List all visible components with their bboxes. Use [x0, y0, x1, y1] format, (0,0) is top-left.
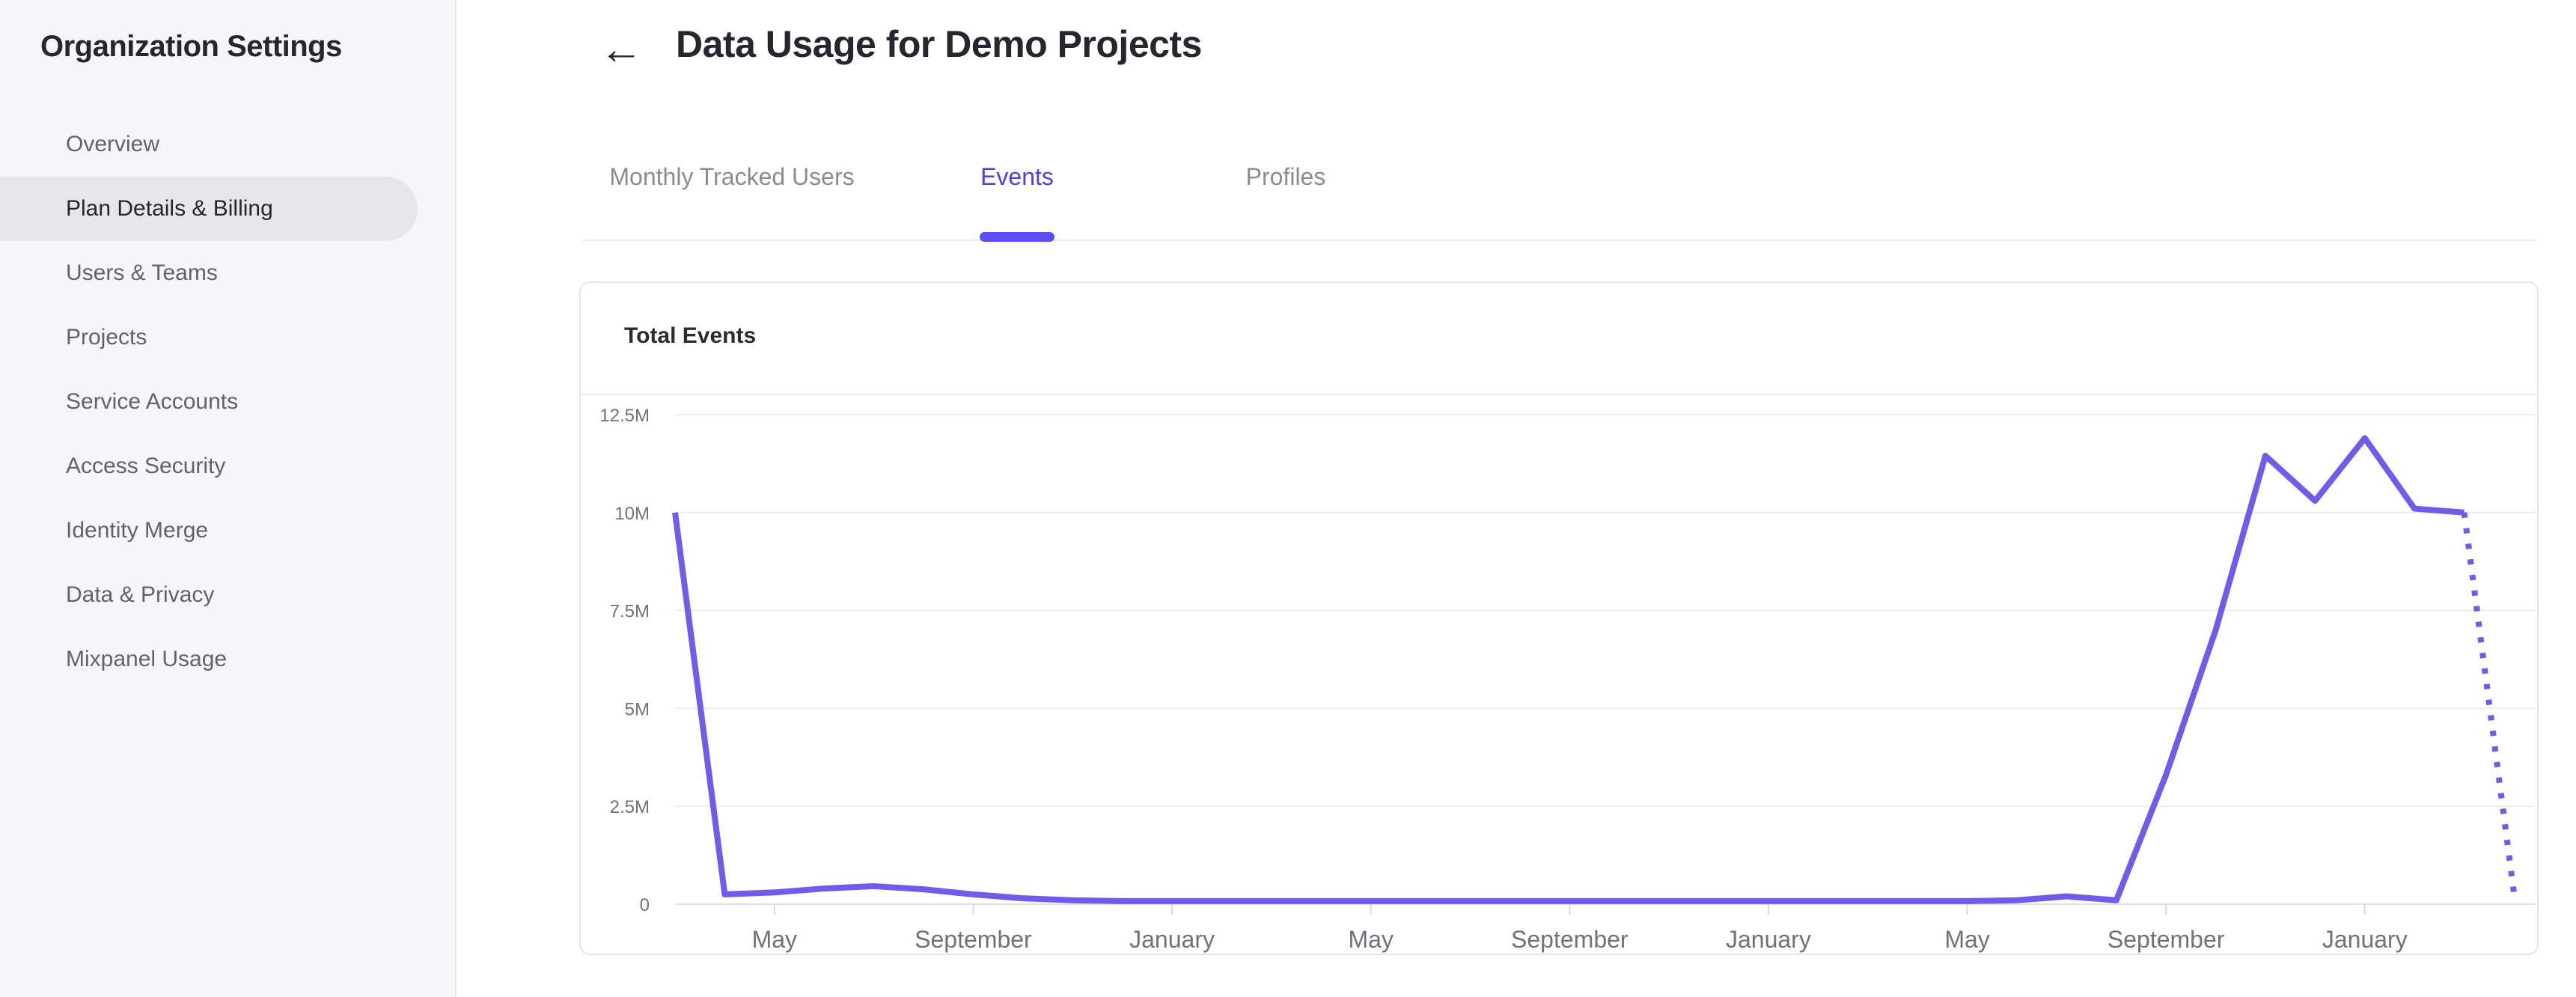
y-axis-label: 0: [640, 895, 650, 915]
y-axis-label: 12.5M: [599, 406, 650, 426]
x-axis-label: January: [1129, 926, 1215, 953]
x-axis-label: September: [2108, 926, 2225, 953]
organization-settings-sidebar: Organization Settings Overview Plan Detai…: [0, 0, 457, 997]
sidebar-item-overview[interactable]: Overview: [66, 132, 160, 156]
tab-profiles[interactable]: Profiles: [1245, 163, 1326, 190]
total-events-card: Total Events 0 2.5M 5M 7.5M 10M 12.5M May Septe…: [579, 281, 2539, 955]
x-axis-label: September: [1511, 926, 1629, 953]
events-line-solid: [672, 435, 2464, 904]
sidebar-nav: Overview Plan Details & Billing Users & Te…: [0, 112, 455, 692]
y-axis-label: 10M: [614, 504, 650, 524]
sidebar-item-plan-details-billing[interactable]: Plan Details & Billing: [0, 177, 418, 241]
x-axis-label: May: [1944, 926, 1989, 953]
y-axis-label: 2.5M: [610, 797, 650, 817]
x-axis-label: September: [915, 926, 1032, 953]
sidebar-item-users-teams[interactable]: Users & Teams: [66, 260, 218, 285]
sidebar-item-projects[interactable]: Projects: [66, 325, 147, 350]
y-axis-label: 5M: [625, 699, 650, 719]
sidebar-item-mixpanel-usage[interactable]: Mixpanel Usage: [66, 647, 228, 671]
y-axis-label: 7.5M: [610, 602, 650, 622]
tabs-bottom-border: [582, 240, 2537, 241]
page-title: Data Usage for Demo Projects: [676, 23, 1202, 65]
sidebar-title: Organization Settings: [40, 30, 342, 63]
x-axis-label: January: [2322, 926, 2408, 953]
x-axis-label: January: [1726, 926, 1811, 953]
total-events-line-chart[interactable]: 0 2.5M 5M 7.5M 10M 12.5M May September January Ma…: [581, 283, 2537, 954]
back-button[interactable]: ←: [591, 19, 651, 79]
sidebar-item-data-privacy[interactable]: Data & Privacy: [66, 582, 215, 607]
card-header-divider: [581, 394, 2537, 395]
tab-events[interactable]: Events: [980, 163, 1054, 190]
active-tab-underline: [980, 232, 1054, 242]
x-axis-label: May: [1348, 926, 1393, 953]
events-line-projected-dotted: [2461, 512, 2517, 893]
tab-monthly-tracked-users[interactable]: Monthly Tracked Users: [609, 163, 855, 190]
sidebar-item-service-accounts[interactable]: Service Accounts: [66, 389, 239, 414]
x-axis-label: May: [752, 926, 797, 953]
sidebar-item-access-security[interactable]: Access Security: [66, 454, 226, 478]
chart-title: Total Events: [624, 323, 757, 348]
sidebar-item-identity-merge[interactable]: Identity Merge: [66, 518, 209, 543]
